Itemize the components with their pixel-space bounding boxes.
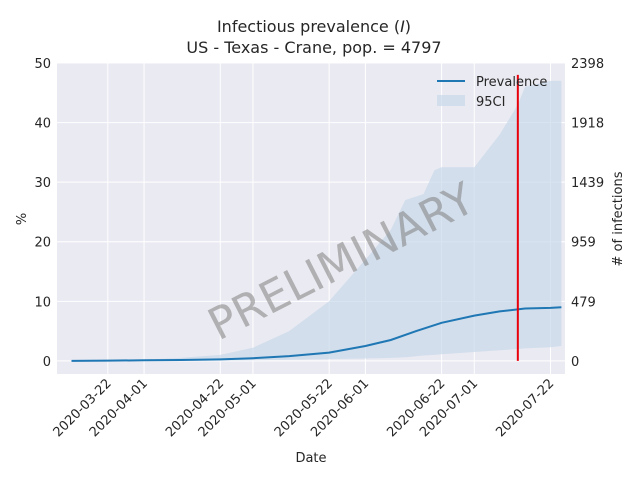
y-axis-label-left: %	[15, 213, 30, 225]
chart-title: Infectious prevalence (I)	[217, 17, 411, 36]
y-right-tick-label: 959	[571, 236, 596, 251]
chart-title-var: I	[400, 17, 405, 36]
y-right-tick-label: 1918	[571, 117, 604, 132]
y-axis-left: 0 10 20 30 40 50	[34, 57, 51, 370]
x-axis-label: Date	[295, 451, 326, 466]
y-tick-label: 10	[34, 295, 51, 310]
legend-band-swatch	[437, 95, 465, 106]
ci-band	[71, 80, 562, 361]
chart-subtitle: US - Texas - Crane, pop. = 4797	[186, 38, 441, 57]
y-axis-right: 0 479 959 1439 1918 2398	[571, 57, 604, 370]
y-axis-label-right: # of infections	[611, 171, 626, 266]
y-tick-label: 50	[34, 57, 51, 72]
prevalence-line	[71, 306, 562, 362]
chart-title-close: )	[405, 17, 411, 36]
legend-label-95ci: 95CI	[476, 95, 505, 110]
y-right-tick-label: 1439	[571, 176, 604, 191]
y-tick-label: 20	[34, 236, 51, 251]
legend: Prevalence 95CI	[437, 75, 547, 110]
y-tick-label: 0	[43, 355, 51, 370]
y-tick-label: 30	[34, 176, 51, 191]
y-right-tick-label: 0	[571, 355, 579, 370]
legend-label-prevalence: Prevalence	[476, 75, 547, 90]
x-tick-label: 2020-07-22	[493, 376, 557, 440]
y-right-tick-label: 479	[571, 295, 596, 310]
y-tick-label: 40	[34, 117, 51, 132]
chart-title-main: Infectious prevalence (	[217, 17, 400, 36]
y-right-tick-label: 2398	[571, 57, 604, 72]
